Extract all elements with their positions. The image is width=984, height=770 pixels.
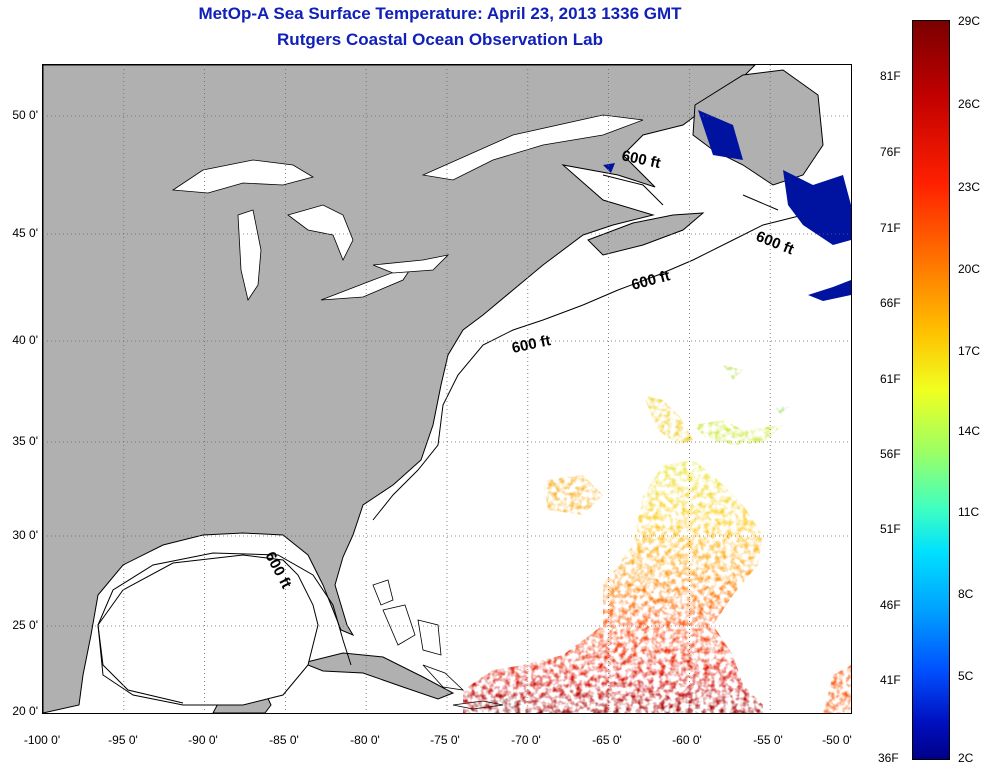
- cb-c-5: 5C: [958, 669, 974, 683]
- sst-map[interactable]: 600 ft 600 ft 600 ft 600 ft 600 ft: [42, 64, 852, 714]
- cb-c-23: 23C: [958, 180, 981, 194]
- x-tick-60: -60 0': [672, 733, 702, 747]
- x-tick-90: -90 0': [188, 733, 218, 747]
- map-title: MetOp-A Sea Surface Temperature: April 2…: [198, 4, 682, 23]
- cb-c-8: 8C: [958, 587, 974, 601]
- cb-f-76: 76F: [880, 145, 901, 159]
- x-tick-100: -100 0': [23, 733, 61, 747]
- contour-label-grand-banks: 600 ft: [754, 228, 797, 258]
- cb-f-51: 51F: [880, 522, 901, 536]
- cb-f-46: 46F: [880, 598, 901, 612]
- x-tick-75: -75 0': [430, 733, 460, 747]
- y-tick-20: 20 0': [12, 704, 38, 718]
- great-lakes: [171, 114, 644, 301]
- gulf-of-mexico: [97, 554, 319, 706]
- cb-f-56: 56F: [880, 447, 901, 461]
- y-tick-25: 25 0': [12, 618, 38, 632]
- cb-f-71: 71F: [880, 221, 901, 235]
- y-tick-50: 50 0': [12, 108, 38, 122]
- cb-c-26: 26C: [958, 97, 981, 111]
- sst-data: [463, 365, 851, 713]
- contour-label-midatlantic: 600 ft: [510, 332, 552, 357]
- x-tick-95: -95 0': [108, 733, 138, 747]
- cb-f-41: 41F: [880, 673, 901, 687]
- x-tick-50: -50 0': [822, 733, 852, 747]
- cuba-land: [301, 652, 455, 700]
- cb-f-66: 66F: [880, 296, 901, 310]
- x-tick-70: -70 0': [511, 733, 541, 747]
- cb-c-11: 11C: [958, 505, 980, 519]
- cb-c-17: 17C: [958, 344, 981, 358]
- y-tick-45: 45 0': [12, 226, 38, 240]
- cb-c-20: 20C: [958, 262, 981, 276]
- cold-water-region: [603, 110, 851, 301]
- cb-f-61: 61F: [880, 372, 901, 386]
- x-tick-85: -85 0': [269, 733, 299, 747]
- contour-label-gulf-of-maine: 600 ft: [630, 267, 672, 294]
- y-tick-30: 30 0': [12, 528, 38, 542]
- x-tick-65: -65 0': [592, 733, 622, 747]
- x-tick-55: -55 0': [753, 733, 783, 747]
- cb-f-81: 81F: [880, 69, 901, 83]
- cb-c-14: 14C: [958, 424, 981, 438]
- map-subtitle: Rutgers Coastal Ocean Observation Lab: [277, 30, 603, 49]
- map-canvas: 600 ft 600 ft 600 ft 600 ft 600 ft: [43, 65, 851, 713]
- y-tick-35: 35 0': [12, 434, 38, 448]
- temperature-colorbar: [912, 20, 950, 760]
- lat-lon-grid: [43, 65, 851, 713]
- cb-c-29: 29C: [958, 14, 981, 28]
- nova-scotia-land: [587, 212, 705, 256]
- north-america-land: [43, 65, 756, 713]
- y-tick-40: 40 0': [12, 333, 38, 347]
- x-tick-80: -80 0': [350, 733, 380, 747]
- cb-f-36: 36F: [878, 751, 899, 765]
- cb-c-2: 2C: [958, 751, 974, 765]
